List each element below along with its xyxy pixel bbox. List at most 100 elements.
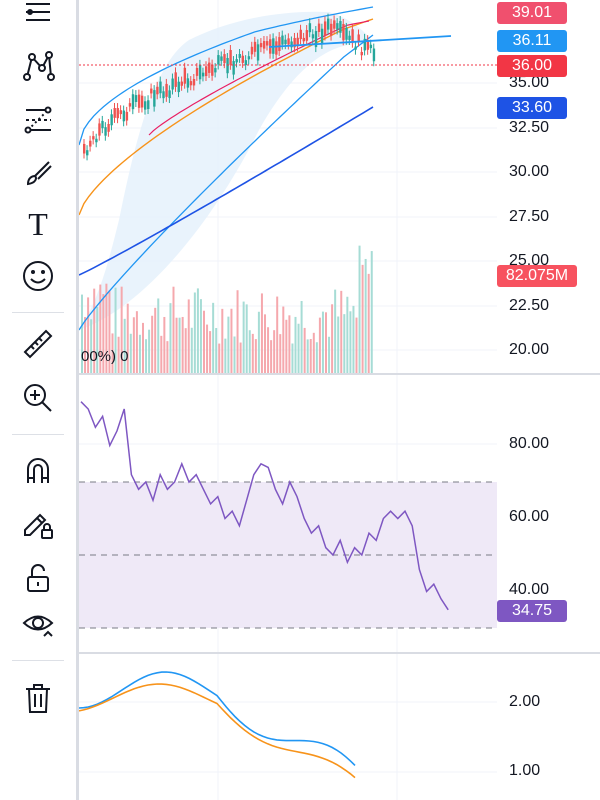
volume-bar xyxy=(349,311,352,374)
candle-body xyxy=(314,31,318,48)
candle-body xyxy=(275,41,278,55)
candle-body xyxy=(137,94,141,108)
candle-body xyxy=(95,138,98,143)
text-icon[interactable]: T xyxy=(14,202,62,246)
bollinger-upper xyxy=(79,6,374,146)
candle-body xyxy=(119,110,122,115)
macd-axis-label: 2.00 xyxy=(509,693,541,710)
volume-bar xyxy=(123,318,126,374)
text-glyph: T xyxy=(28,205,48,242)
candle-body xyxy=(98,123,101,136)
brush-icon[interactable] xyxy=(14,150,62,194)
volume-bar xyxy=(352,305,355,374)
volume-bar xyxy=(120,286,123,374)
trend-line[interactable] xyxy=(268,35,452,48)
zoom-in-icon[interactable] xyxy=(14,376,62,420)
pattern-icon[interactable] xyxy=(14,44,62,88)
volume-bar xyxy=(163,316,166,374)
candle-body xyxy=(183,67,187,84)
price-axis-label: 32.50 xyxy=(509,119,550,136)
rsi-axis-label: 80.00 xyxy=(509,435,550,452)
volume-bar xyxy=(264,314,266,374)
candle-body xyxy=(323,21,327,36)
lines-menu-icon[interactable] xyxy=(14,0,62,38)
trash-icon[interactable] xyxy=(14,676,62,720)
candle-body xyxy=(250,46,254,55)
candle-body xyxy=(92,136,95,140)
emoji-icon[interactable] xyxy=(14,254,62,298)
drawing-toolbar: T xyxy=(0,0,78,800)
candle-body xyxy=(201,72,205,77)
volume-bar xyxy=(199,299,202,374)
volume-bar xyxy=(370,251,373,374)
candle-body xyxy=(372,48,376,62)
volume-bar xyxy=(343,314,346,374)
candle-body xyxy=(244,60,248,66)
toolbar-separator xyxy=(12,660,64,661)
volume-bar xyxy=(142,322,144,374)
eye-icon[interactable] xyxy=(14,602,62,646)
volume-bar xyxy=(239,342,242,374)
candle-body xyxy=(107,123,110,132)
volume-bar xyxy=(260,293,263,374)
toolbar-divider xyxy=(76,0,79,800)
unlock-icon[interactable] xyxy=(14,556,62,600)
bollinger-lower xyxy=(79,34,374,331)
candle-body xyxy=(226,57,229,74)
volume-bar xyxy=(154,307,157,374)
fib-icon[interactable] xyxy=(14,98,62,142)
volume-bar xyxy=(355,317,358,374)
candle-body xyxy=(342,24,345,41)
candle-body xyxy=(293,37,296,48)
macd-axis-label: 1.00 xyxy=(509,762,541,779)
volume-bar xyxy=(160,335,163,374)
candle-body xyxy=(177,81,180,93)
volume-bar xyxy=(303,327,306,374)
volume-bar xyxy=(132,317,135,374)
volume-bar xyxy=(340,290,343,374)
ma-orange-line xyxy=(79,18,374,216)
chart-area[interactable]: 35.00 32.50 30.00 27.50 25.00 22.50 20.0… xyxy=(79,0,600,800)
magnet-icon[interactable] xyxy=(14,448,62,492)
volume-bar xyxy=(111,333,114,374)
volume-bar xyxy=(145,339,148,374)
volume-bar xyxy=(175,317,178,374)
volume-bar xyxy=(206,324,209,374)
candle-body xyxy=(104,127,107,136)
volume-bar xyxy=(114,287,117,374)
candle-body xyxy=(311,34,315,39)
volume-bar xyxy=(282,306,285,374)
candle-body xyxy=(165,83,168,97)
candle-body xyxy=(144,101,147,110)
volume-bar xyxy=(291,343,294,374)
rsi-axis-label: 40.00 xyxy=(509,581,550,598)
ruler-icon[interactable] xyxy=(14,322,62,366)
volume-bar xyxy=(166,341,169,374)
volume-bar xyxy=(257,311,260,374)
volume-bar xyxy=(285,319,288,374)
volume-bar xyxy=(331,304,334,374)
candle-body xyxy=(235,59,238,63)
candle-body xyxy=(101,120,104,129)
candle-body xyxy=(86,150,89,156)
volume-bar xyxy=(117,336,120,374)
lock-drawing-icon[interactable] xyxy=(14,502,62,546)
volume-bar xyxy=(279,334,282,374)
volume-bar xyxy=(276,296,279,374)
price-tag: 33.60 xyxy=(497,97,567,119)
chart-canvas[interactable] xyxy=(79,0,600,800)
candle-body xyxy=(211,64,214,76)
volume-bar xyxy=(233,336,236,374)
candle-body xyxy=(363,38,366,51)
candle-body xyxy=(299,29,302,40)
candle-body xyxy=(159,81,162,94)
candle-body xyxy=(266,41,269,46)
price-tag: 39.01 xyxy=(497,2,567,24)
candle-body xyxy=(140,95,144,108)
rsi-axis-label: 60.00 xyxy=(509,508,550,525)
volume-bar xyxy=(297,323,300,374)
volume-bar xyxy=(126,303,129,374)
candles xyxy=(83,13,376,161)
volume-bar xyxy=(328,336,331,374)
volume-bar xyxy=(273,330,276,374)
